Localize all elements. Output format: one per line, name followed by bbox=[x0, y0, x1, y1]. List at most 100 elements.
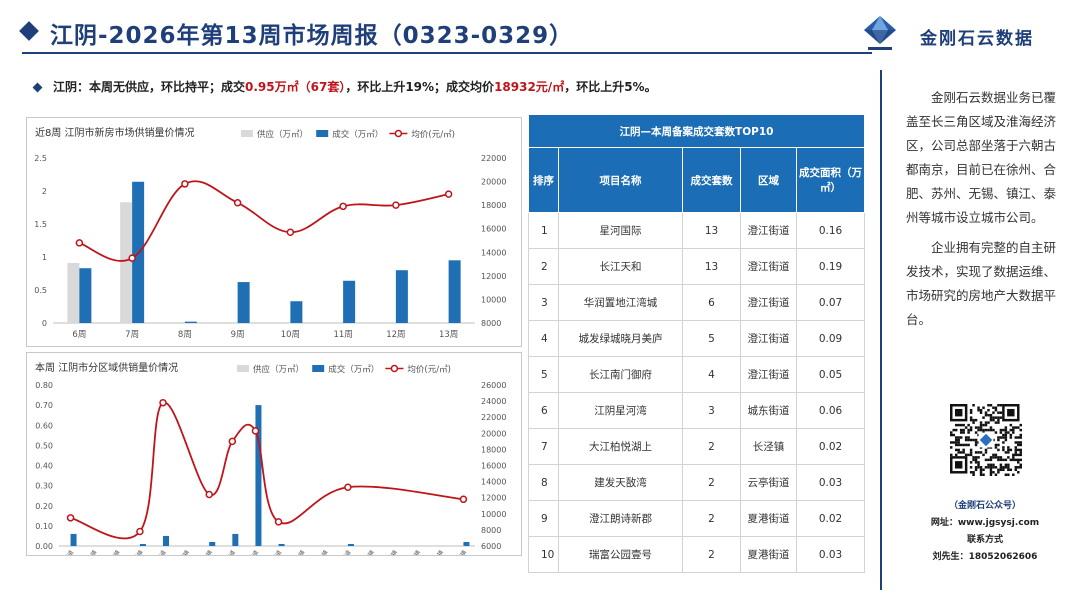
y-tick-label: 0.60 bbox=[35, 421, 53, 430]
table-body: 1 星河国际 13 澄江街道 0.16 2 长江天和 13 澄江街道 0.19 3 华润置地江湾城 6 澄… bbox=[528, 212, 866, 573]
website-url[interactable]: www.jgsysj.com bbox=[957, 518, 1040, 528]
qr-module bbox=[1017, 471, 1020, 474]
qr-module bbox=[994, 446, 998, 449]
qr-module bbox=[969, 461, 973, 464]
qr-module bbox=[959, 451, 963, 454]
qr-module bbox=[1019, 458, 1022, 462]
qr-module bbox=[1014, 441, 1018, 444]
qr-module bbox=[979, 473, 983, 476]
qr-module bbox=[969, 451, 973, 454]
qr-module bbox=[999, 458, 1003, 462]
qr-module bbox=[994, 473, 998, 476]
qr-module bbox=[1017, 436, 1020, 439]
y2-tick-label: 22000 bbox=[481, 154, 506, 163]
price-line bbox=[79, 180, 449, 262]
bar-deal bbox=[79, 268, 92, 323]
qr-module bbox=[992, 416, 995, 419]
qr-module bbox=[987, 404, 990, 407]
price-point bbox=[459, 495, 468, 504]
qr-module bbox=[984, 423, 988, 427]
legend-swatch-0 bbox=[241, 130, 253, 137]
qr-module bbox=[1007, 451, 1010, 454]
table-cell: 瑞富公园壹号 bbox=[558, 536, 683, 573]
table-row: 7 大江柏悦湖上 2 长泾镇 0.02 bbox=[528, 428, 866, 465]
qr-module bbox=[1002, 446, 1005, 449]
brand-name: 金刚石云数据 bbox=[920, 29, 1034, 49]
qr-module bbox=[999, 468, 1003, 472]
qr-module bbox=[972, 473, 975, 476]
qr-module bbox=[979, 421, 983, 424]
qr-module bbox=[962, 443, 965, 447]
qr-module bbox=[969, 428, 973, 432]
qr-module bbox=[1014, 468, 1018, 472]
table-row: 2 长江天和 13 澄江街道 0.19 bbox=[528, 248, 866, 285]
qr-module bbox=[1009, 423, 1013, 427]
table-cell: 2 bbox=[682, 428, 741, 465]
qr-module bbox=[967, 436, 970, 439]
qr-module bbox=[989, 458, 993, 462]
table-cell: 澄江街道 bbox=[740, 248, 797, 285]
table-cell: 13 bbox=[682, 248, 741, 285]
qr-module bbox=[999, 436, 1003, 439]
qr-module bbox=[1017, 461, 1020, 464]
qr-module bbox=[999, 404, 1003, 407]
table-cell: 城东街道 bbox=[740, 392, 797, 429]
qr-module bbox=[1014, 436, 1018, 439]
y-tick-label: 2.5 bbox=[34, 154, 47, 163]
table-cell: 3 bbox=[682, 392, 741, 429]
qr-module bbox=[987, 428, 990, 432]
x-tick-label: 10周 bbox=[281, 330, 300, 340]
qr-module bbox=[1017, 466, 1020, 469]
qr-module bbox=[972, 456, 975, 459]
table-cell: 2 bbox=[682, 500, 741, 537]
qr-module bbox=[954, 436, 958, 439]
qr-module bbox=[977, 461, 980, 464]
qr-module bbox=[994, 443, 998, 447]
qr-module bbox=[999, 466, 1003, 469]
qr-module bbox=[957, 443, 960, 447]
qr-module bbox=[959, 423, 963, 427]
table-cell: 澄江街道 bbox=[740, 212, 797, 249]
qr-logo-icon bbox=[979, 433, 993, 447]
qr-module bbox=[997, 418, 1000, 422]
qr-module bbox=[992, 411, 995, 414]
qr-module bbox=[989, 456, 993, 459]
qr-module bbox=[972, 404, 975, 407]
qr-module bbox=[964, 443, 968, 447]
y-tick-label: 1 bbox=[42, 253, 47, 262]
table-cell: 0.03 bbox=[795, 464, 866, 501]
qr-module bbox=[1012, 456, 1015, 459]
qr-module bbox=[964, 426, 968, 429]
qr-module bbox=[979, 428, 983, 432]
qr-module bbox=[974, 456, 978, 459]
qr-module bbox=[989, 471, 993, 474]
y2-tick-label: 26000 bbox=[481, 381, 506, 390]
price-point bbox=[159, 398, 167, 407]
qr-module bbox=[969, 448, 973, 452]
qr-module bbox=[979, 426, 983, 429]
qr-module bbox=[1002, 458, 1005, 462]
qr-module bbox=[967, 443, 970, 447]
table-row: 8 建发天敔湾 2 云亭街道 0.03 bbox=[528, 464, 866, 501]
qr-module bbox=[969, 438, 973, 442]
chart-title: 近8周 江阴市新房市场供销量价情况 bbox=[35, 126, 195, 139]
qr-module bbox=[989, 416, 993, 419]
qr-module bbox=[954, 423, 958, 427]
qr-module bbox=[1009, 428, 1013, 432]
qr-module bbox=[1004, 473, 1008, 476]
qr-module bbox=[952, 441, 955, 444]
qr-module bbox=[997, 404, 1000, 407]
qr-module bbox=[979, 411, 983, 414]
chart-title: 本周 江阴市分区域供销量价情况 bbox=[35, 361, 178, 374]
y-tick-label: 0.10 bbox=[35, 522, 53, 531]
qr-module bbox=[1019, 441, 1022, 444]
qr-module bbox=[997, 411, 1000, 414]
qr-module bbox=[969, 416, 973, 419]
qr-module bbox=[994, 421, 998, 424]
qr-finder-core bbox=[954, 461, 963, 469]
x-tick-label: 申港街道 bbox=[264, 548, 283, 555]
legend-label-2: 均价(元/㎡) bbox=[407, 364, 451, 375]
price-point bbox=[228, 437, 237, 446]
qr-module bbox=[992, 456, 995, 459]
